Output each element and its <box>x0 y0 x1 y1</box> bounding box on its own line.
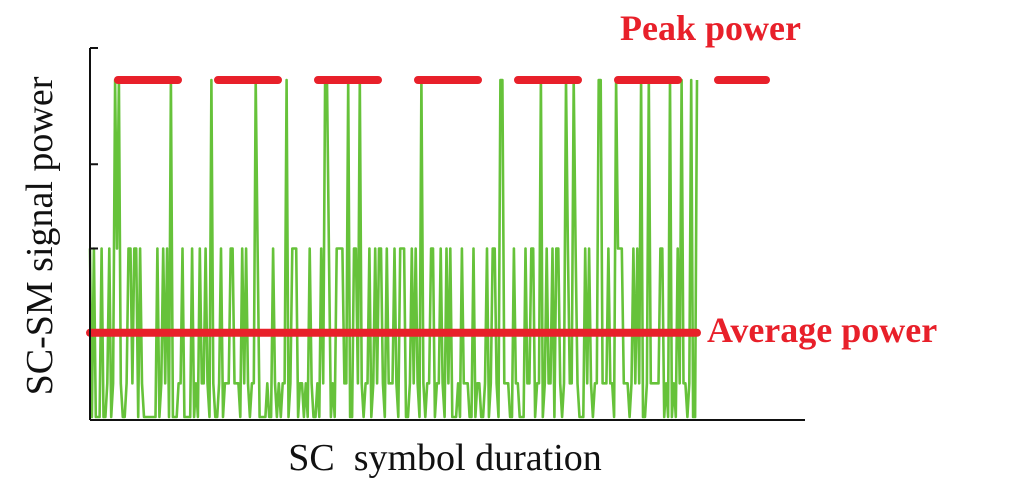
peak-power-label: Peak power <box>620 8 801 48</box>
axis-ticks <box>90 47 98 250</box>
plot-area <box>86 76 770 419</box>
x-axis-label: SC symbol duration <box>288 437 602 479</box>
signal-power-line <box>88 78 699 419</box>
y-axis-label: SC-SM signal power <box>19 76 61 395</box>
average-power-label: Average power <box>707 310 937 350</box>
